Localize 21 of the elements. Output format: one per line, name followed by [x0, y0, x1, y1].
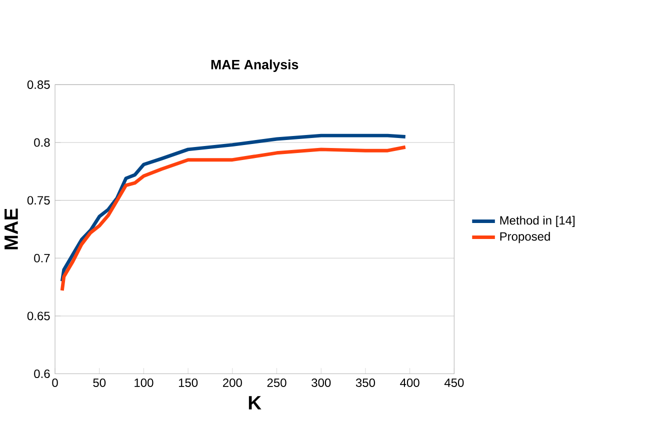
x-tick-label: 400	[400, 378, 420, 388]
x-tick-label: 100	[134, 378, 154, 388]
x-tick-label: 50	[93, 378, 106, 388]
legend-label: Proposed	[500, 232, 550, 244]
y-tick-label: 0.75	[27, 196, 50, 205]
y-axis-title: MAE	[4, 208, 18, 250]
x-tick-label: 450	[444, 378, 464, 388]
x-tick-label: 150	[178, 378, 198, 388]
x-tick-label: 300	[312, 378, 331, 388]
chart-title: MAE Analysis	[211, 60, 298, 72]
x-tick-label: 350	[356, 378, 376, 388]
y-tick-label: 0.65	[27, 312, 50, 320]
x-tick-label: 250	[267, 378, 286, 388]
x-tick-label: 200	[223, 378, 242, 388]
y-tick-label: 0.6	[34, 370, 50, 378]
x-axis-title: K	[248, 396, 262, 410]
y-tick-label: 0.85	[27, 80, 50, 90]
y-tick-label: 0.8	[34, 138, 50, 147]
y-tick-label: 0.7	[34, 254, 50, 263]
legend-label: Method in [14]	[500, 216, 575, 228]
x-tick-label: 0	[52, 378, 58, 388]
